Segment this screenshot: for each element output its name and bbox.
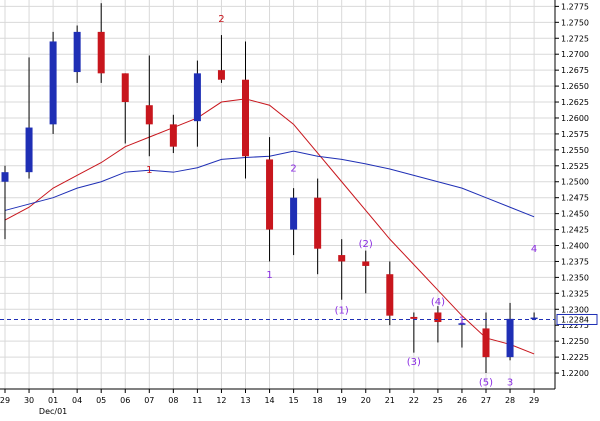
wave-label: 4 xyxy=(531,244,537,255)
x-tick-label: 04 xyxy=(72,396,82,405)
candle-body-up xyxy=(458,323,466,325)
candle-body-down xyxy=(121,73,129,103)
y-tick-label: 1.2775 xyxy=(561,2,589,11)
x-tick-label: 28 xyxy=(505,396,515,405)
wave-label: 1 xyxy=(459,315,465,326)
candle-body-down xyxy=(386,274,394,316)
candle-body-up xyxy=(49,41,57,125)
candle-body-up xyxy=(193,73,201,122)
y-tick-label: 1.2425 xyxy=(561,226,589,235)
candle-body-up xyxy=(1,172,9,182)
wave-label: (3) xyxy=(407,357,421,368)
wave-label: (1) xyxy=(335,305,349,316)
wave-label: 1 xyxy=(266,270,272,281)
x-tick-label: 07 xyxy=(144,396,154,405)
wave-label: (5) xyxy=(479,377,493,388)
x-tick-label: 14 xyxy=(264,396,274,405)
x-tick-label: 25 xyxy=(433,396,443,405)
candle-body-down xyxy=(482,328,490,358)
y-tick-label: 1.2700 xyxy=(561,50,589,59)
wave-label: 2 xyxy=(290,164,296,175)
x-tick-label: 20 xyxy=(361,396,371,405)
y-tick-label: 1.2225 xyxy=(561,353,589,362)
x-tick-label: 29 xyxy=(0,396,10,405)
y-tick-label: 1.2250 xyxy=(561,337,589,346)
candle-body-up xyxy=(506,318,514,358)
y-tick-label: 1.2675 xyxy=(561,66,589,75)
reference-price-label: 1.2284 xyxy=(561,315,589,324)
x-tick-label: 11 xyxy=(192,396,202,405)
candle-body-up xyxy=(73,31,81,73)
candle-body-up xyxy=(290,197,298,230)
x-tick-label: 15 xyxy=(289,396,299,405)
candle-body-down xyxy=(314,197,322,249)
y-tick-label: 1.2200 xyxy=(561,369,589,378)
x-tick-label: 22 xyxy=(409,396,419,405)
y-tick-label: 1.2500 xyxy=(561,178,589,187)
y-tick-label: 1.2450 xyxy=(561,210,589,219)
y-tick-label: 1.2575 xyxy=(561,130,589,139)
x-tick-label: 19 xyxy=(337,396,347,405)
y-tick-label: 1.2600 xyxy=(561,114,589,123)
y-tick-label: 1.2300 xyxy=(561,305,589,314)
candle-body-down xyxy=(145,105,153,125)
x-tick-label: 21 xyxy=(385,396,395,405)
wave-label: (4) xyxy=(431,297,445,308)
candle-body-down xyxy=(217,70,225,80)
candle-body-down xyxy=(338,255,346,262)
y-tick-label: 1.2750 xyxy=(561,18,589,27)
y-tick-label: 1.2525 xyxy=(561,162,589,171)
x-tick-label: 29 xyxy=(529,396,539,405)
x-tick-label: 08 xyxy=(168,396,178,405)
x-tick-label: 26 xyxy=(457,396,467,405)
wave-label: 3 xyxy=(507,377,513,388)
candle-body-down xyxy=(242,79,249,157)
reference-price-box xyxy=(556,313,598,325)
candle-body-down xyxy=(410,316,418,319)
y-tick-label: 1.2725 xyxy=(561,34,589,43)
y-tick-label: 1.2475 xyxy=(561,194,589,203)
wave-label: 1 xyxy=(146,165,152,176)
y-tick-label: 1.2550 xyxy=(561,146,589,155)
wave-label: (2) xyxy=(359,239,373,250)
moving-average-fast-line xyxy=(4,98,535,355)
candle-body-down xyxy=(266,159,274,230)
x-tick-label: 27 xyxy=(481,396,491,405)
x-tick-label: 13 xyxy=(240,396,250,405)
y-tick-label: 1.2350 xyxy=(561,273,589,282)
wave-label: 2 xyxy=(218,14,224,25)
y-tick-label: 1.2400 xyxy=(561,242,589,251)
x-tick-label: 06 xyxy=(120,396,130,405)
candle-body-down xyxy=(434,312,442,323)
y-tick-label: 1.2325 xyxy=(561,289,589,298)
candle-body-down xyxy=(97,31,105,74)
y-tick-label: 1.2650 xyxy=(561,82,589,91)
x-tick-label: 12 xyxy=(216,396,226,405)
y-tick-label: 1.2625 xyxy=(561,98,589,107)
y-tick-label: 1.2375 xyxy=(561,257,589,266)
x-tick-label: 18 xyxy=(313,396,323,405)
candle-body-down xyxy=(169,124,177,147)
y-tick-label: 1.2275 xyxy=(561,321,589,330)
candle-body-up xyxy=(25,127,33,173)
x-tick-label: 01 xyxy=(48,396,58,405)
candle-body-down xyxy=(362,261,370,266)
x-tick-label: 30 xyxy=(24,396,34,405)
x-tick-label: 05 xyxy=(96,396,106,405)
candle-body-up xyxy=(530,317,538,320)
x-sublabel: Dec/01 xyxy=(39,407,67,416)
